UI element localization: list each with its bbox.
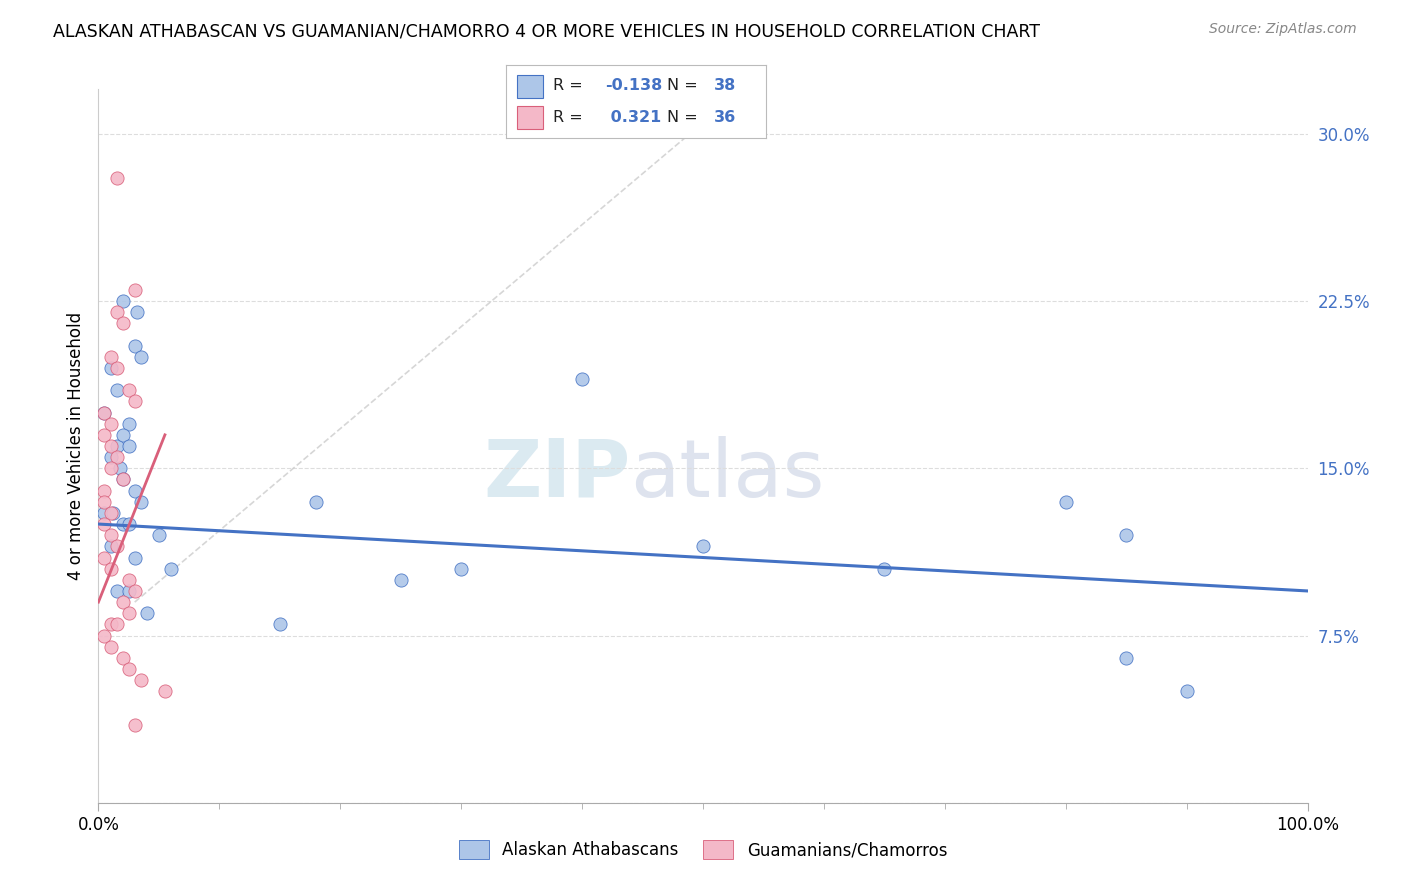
Point: [100, 350, 122, 364]
Point: [148, 528, 170, 542]
Point: [101, 506, 124, 520]
Point: [135, 607, 157, 621]
Point: [100, 539, 122, 553]
Point: [93, 427, 115, 442]
Point: [100, 640, 122, 654]
Point: [105, 171, 128, 186]
Point: [111, 651, 134, 665]
Point: [93, 628, 115, 642]
Point: [389, 573, 412, 587]
Point: [111, 516, 134, 531]
Point: [269, 617, 291, 632]
Point: [100, 417, 122, 431]
Point: [153, 684, 176, 698]
Point: [450, 562, 472, 576]
FancyBboxPatch shape: [516, 106, 543, 129]
Point: [118, 573, 141, 587]
Point: [118, 583, 141, 598]
Point: [105, 439, 128, 453]
Point: [111, 427, 134, 442]
Point: [124, 394, 146, 409]
Point: [100, 562, 122, 576]
Point: [1175, 684, 1198, 698]
Text: N =: N =: [668, 111, 703, 125]
Point: [1054, 494, 1077, 508]
Point: [108, 461, 131, 475]
Point: [118, 607, 141, 621]
FancyBboxPatch shape: [516, 75, 543, 98]
Point: [93, 483, 115, 498]
Point: [111, 472, 134, 486]
Point: [571, 372, 593, 386]
Point: [100, 360, 122, 375]
Point: [105, 617, 128, 632]
Point: [129, 673, 152, 687]
Text: R =: R =: [553, 78, 588, 93]
Point: [124, 483, 146, 498]
Point: [93, 405, 115, 419]
Point: [118, 417, 141, 431]
Point: [129, 494, 152, 508]
Point: [873, 562, 896, 576]
Point: [124, 550, 146, 565]
Text: N =: N =: [668, 78, 703, 93]
Point: [93, 506, 115, 520]
Point: [100, 439, 122, 453]
Text: 38: 38: [714, 78, 737, 93]
Point: [692, 539, 714, 553]
Text: atlas: atlas: [630, 435, 825, 514]
Point: [305, 494, 328, 508]
Text: 0.321: 0.321: [605, 111, 661, 125]
Text: ZIP: ZIP: [484, 435, 630, 514]
Text: Source: ZipAtlas.com: Source: ZipAtlas.com: [1209, 22, 1357, 37]
Point: [124, 717, 146, 731]
Point: [111, 293, 134, 308]
Point: [105, 583, 128, 598]
Point: [111, 595, 134, 609]
Text: -0.138: -0.138: [605, 78, 662, 93]
Point: [100, 506, 122, 520]
Y-axis label: 4 or more Vehicles in Household: 4 or more Vehicles in Household: [66, 312, 84, 580]
Point: [100, 528, 122, 542]
Point: [129, 350, 152, 364]
Point: [93, 550, 115, 565]
Point: [1115, 651, 1137, 665]
Point: [93, 494, 115, 508]
Point: [93, 516, 115, 531]
Point: [127, 305, 149, 319]
Point: [105, 305, 128, 319]
Point: [93, 405, 115, 419]
Legend: Alaskan Athabascans, Guamanians/Chamorros: Alaskan Athabascans, Guamanians/Chamorro…: [453, 833, 953, 866]
Point: [100, 450, 122, 464]
Point: [100, 617, 122, 632]
Point: [124, 583, 146, 598]
Point: [111, 472, 134, 486]
Text: R =: R =: [553, 111, 588, 125]
Point: [105, 539, 128, 553]
Point: [124, 338, 146, 352]
Point: [105, 360, 128, 375]
Point: [100, 461, 122, 475]
Point: [118, 384, 141, 398]
Point: [118, 439, 141, 453]
Point: [124, 283, 146, 297]
Point: [111, 316, 134, 330]
Text: ALASKAN ATHABASCAN VS GUAMANIAN/CHAMORRO 4 OR MORE VEHICLES IN HOUSEHOLD CORRELA: ALASKAN ATHABASCAN VS GUAMANIAN/CHAMORRO…: [53, 22, 1040, 40]
Point: [105, 384, 128, 398]
Point: [118, 662, 141, 676]
Point: [105, 450, 128, 464]
Text: 36: 36: [714, 111, 737, 125]
Point: [160, 562, 183, 576]
Point: [118, 516, 141, 531]
Point: [1115, 528, 1137, 542]
